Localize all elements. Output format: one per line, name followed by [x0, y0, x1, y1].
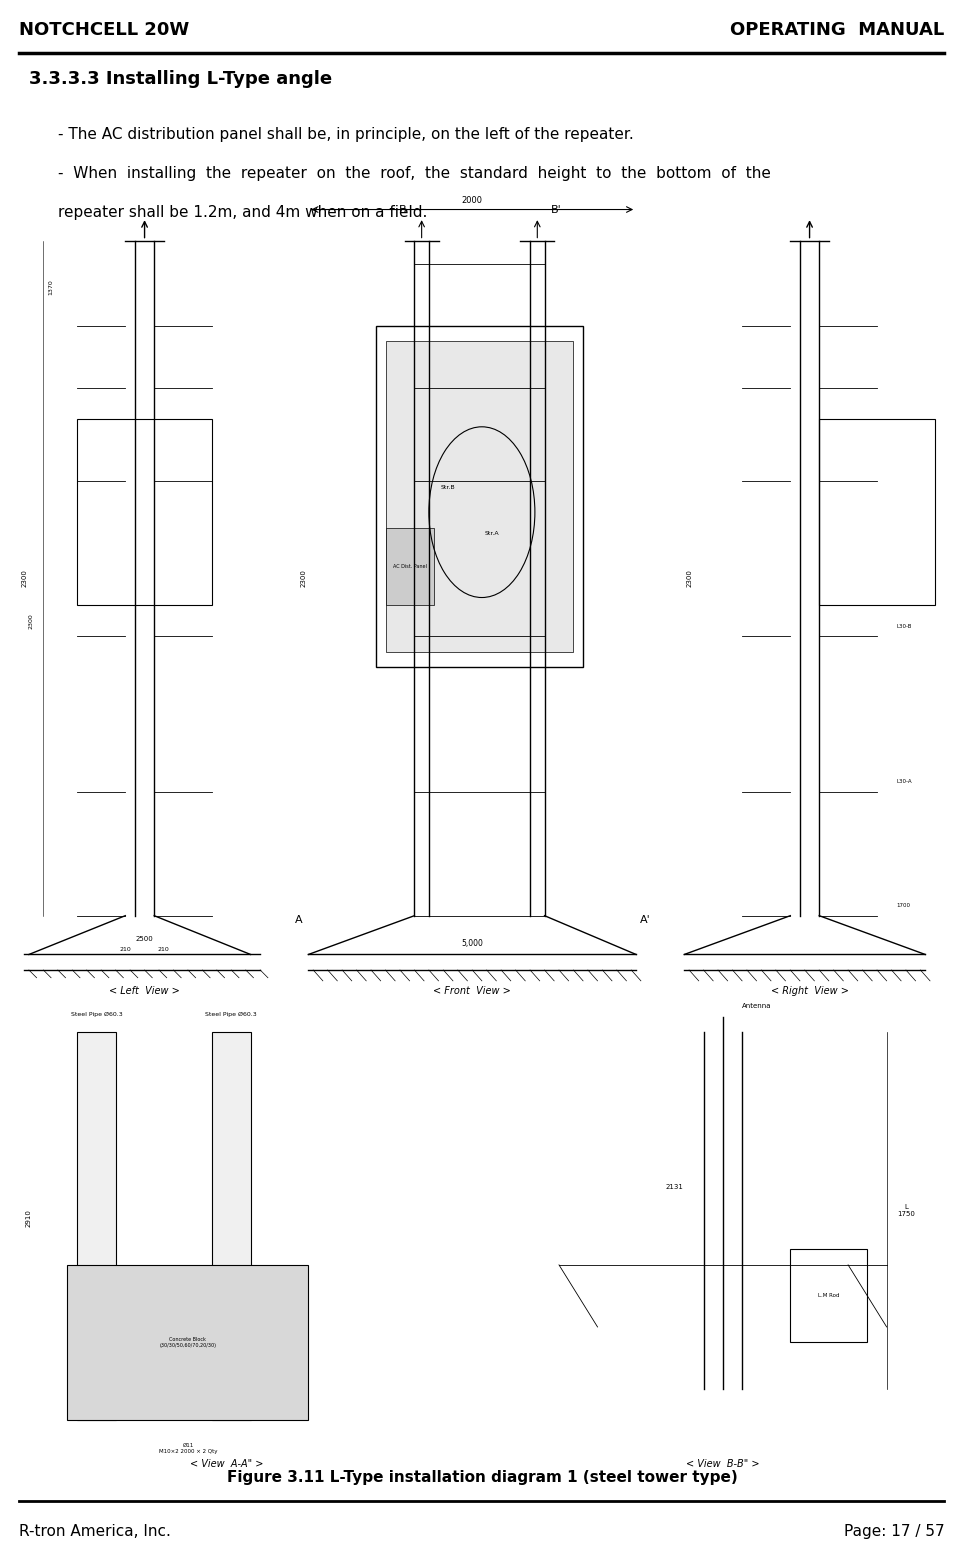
Text: A: A — [295, 916, 302, 925]
Text: L30-B: L30-B — [895, 624, 911, 629]
Text: < Left  View >: < Left View > — [109, 986, 180, 995]
Text: - The AC distribution panel shall be, in principle, on the left of the repeater.: - The AC distribution panel shall be, in… — [58, 127, 633, 143]
Text: 2000: 2000 — [461, 196, 483, 205]
Text: Page: 17 / 57: Page: 17 / 57 — [843, 1524, 944, 1540]
Text: -  When  installing  the  repeater  on  the  roof,  the  standard  height  to  t: - When installing the repeater on the ro… — [58, 166, 770, 182]
Text: 210: 210 — [119, 947, 131, 953]
Bar — [375, 326, 582, 667]
Text: B: B — [398, 205, 406, 214]
Text: OPERATING  MANUAL: OPERATING MANUAL — [730, 20, 944, 39]
Text: < Right  View >: < Right View > — [769, 986, 848, 995]
Bar — [77, 419, 212, 605]
Text: R-tron America, Inc.: R-tron America, Inc. — [19, 1524, 171, 1540]
Text: NOTCHCELL 20W: NOTCHCELL 20W — [19, 20, 189, 39]
Bar — [385, 528, 433, 605]
Text: Antenna: Antenna — [741, 1003, 770, 1009]
Text: Concrete Block
(30/30/50,60/70,20/30): Concrete Block (30/30/50,60/70,20/30) — [159, 1338, 216, 1347]
Text: A': A' — [640, 916, 650, 925]
Bar — [790, 1249, 866, 1342]
Text: 210: 210 — [158, 947, 170, 953]
Text: 2300: 2300 — [685, 570, 692, 587]
Text: L30-A: L30-A — [895, 779, 911, 784]
Text: Str.B: Str.B — [440, 484, 455, 490]
Text: 2910: 2910 — [26, 1209, 32, 1228]
Text: 1700: 1700 — [895, 903, 909, 908]
Text: 2131: 2131 — [665, 1184, 683, 1190]
Text: repeater shall be 1.2m, and 4m when on a field.: repeater shall be 1.2m, and 4m when on a… — [58, 205, 426, 220]
Text: L.M Rod: L.M Rod — [817, 1293, 839, 1299]
Text: 2300: 2300 — [300, 570, 306, 587]
Bar — [77, 1032, 115, 1420]
Bar — [385, 341, 573, 652]
Text: 2500: 2500 — [136, 936, 153, 942]
Text: 5,000: 5,000 — [461, 939, 483, 948]
Text: Ø11
M10×2 2000 × 2 Qty: Ø11 M10×2 2000 × 2 Qty — [159, 1443, 217, 1454]
Text: < Front  View >: < Front View > — [433, 986, 511, 995]
Bar — [68, 1265, 308, 1420]
Bar — [212, 1032, 250, 1420]
Text: 3.3.3.3 Installing L-Type angle: 3.3.3.3 Installing L-Type angle — [29, 70, 331, 88]
Text: < View  A-A" >: < View A-A" > — [190, 1459, 263, 1468]
Text: Figure 3.11 L-Type installation diagram 1 (steel tower type): Figure 3.11 L-Type installation diagram … — [227, 1470, 736, 1485]
Text: AC Dist. Panel: AC Dist. Panel — [392, 563, 426, 570]
Text: 1370: 1370 — [48, 279, 53, 295]
Bar — [819, 419, 934, 605]
Text: B': B' — [550, 205, 561, 214]
Text: Steel Pipe Ø60.3: Steel Pipe Ø60.3 — [205, 1012, 257, 1017]
Text: L
1750: L 1750 — [896, 1204, 914, 1217]
Text: 2300: 2300 — [29, 613, 34, 629]
Text: Str.A: Str.A — [484, 531, 498, 537]
Text: < View  B-B" >: < View B-B" > — [685, 1459, 759, 1468]
Text: Steel Pipe Ø60.3: Steel Pipe Ø60.3 — [71, 1012, 122, 1017]
Text: 2300: 2300 — [21, 570, 27, 587]
